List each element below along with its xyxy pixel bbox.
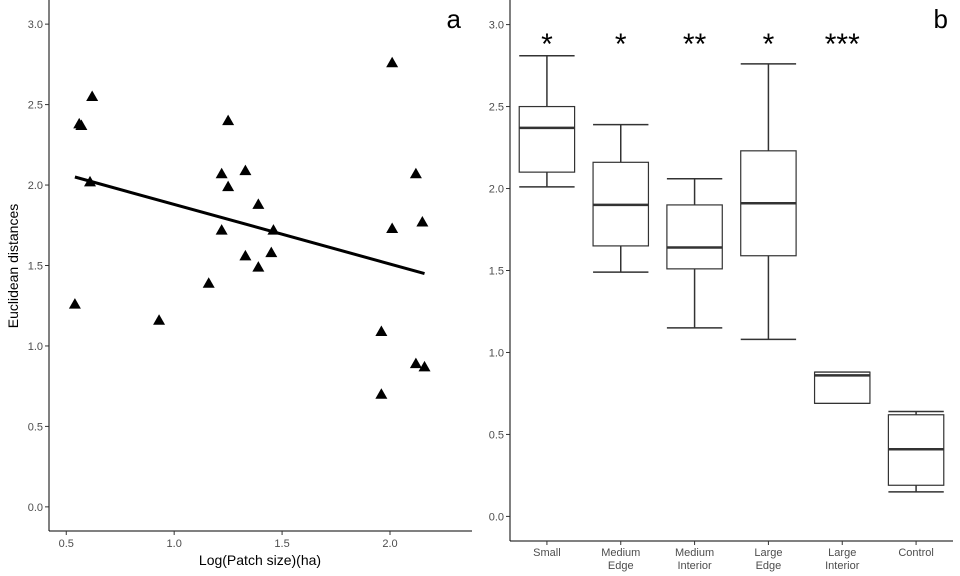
x-tick-label: 1.0: [167, 538, 182, 550]
box-3: [740, 63, 797, 341]
y-tick-label: 3.0: [489, 20, 504, 32]
significance-label: *: [541, 28, 553, 61]
data-point-triangle: [222, 114, 235, 126]
y-tick-label: 2.5: [28, 100, 43, 112]
data-point-triangle: [252, 198, 265, 209]
data-point-triangle: [386, 222, 399, 233]
data-point-triangle: [215, 167, 228, 179]
box-iqr: [813, 371, 871, 404]
box-1: [592, 123, 650, 273]
data-point-triangle: [416, 216, 429, 227]
data-point-triangle: [202, 277, 215, 288]
data-point-triangle: [375, 325, 388, 336]
data-point-triangle: [265, 246, 278, 258]
category-label: Interior: [677, 560, 712, 572]
category-label: Small: [533, 547, 561, 559]
y-tick-label: 3.0: [28, 19, 43, 31]
x-tick-label: 2.0: [382, 538, 397, 550]
x-tick-label: 0.5: [59, 538, 74, 550]
y-tick-label: 2.5: [489, 102, 504, 114]
category-label: Medium: [601, 547, 640, 559]
regression-line: [74, 175, 425, 275]
panel-label-a: a: [447, 4, 462, 34]
y-tick-label: 0.0: [28, 502, 43, 514]
data-point-triangle: [409, 167, 422, 179]
box-2: [666, 177, 723, 329]
y-tick-label: 0.5: [28, 421, 43, 433]
significance-label: ***: [825, 28, 860, 61]
y-tick-label: 0.0: [489, 511, 504, 523]
category-label: Interior: [825, 560, 860, 572]
category-label: Edge: [756, 560, 782, 572]
data-point-triangle: [75, 119, 88, 131]
significance-label: *: [763, 28, 775, 61]
y-axis-title: Euclidean distances: [5, 204, 21, 329]
y-tick-label: 1.5: [489, 266, 504, 278]
y-tick-label: 2.0: [489, 184, 504, 196]
box-0: [518, 54, 576, 188]
data-point-triangle: [68, 298, 81, 309]
x-axis-title: Log(Patch size)(ha): [199, 552, 321, 568]
data-point-triangle: [252, 261, 265, 272]
boxplot-panel: 0.00.51.01.52.02.53.0 Small MediumEdgeMed…: [489, 0, 953, 572]
box-iqr: [518, 105, 576, 173]
significance-label: **: [683, 28, 707, 61]
data-point-triangle: [409, 357, 422, 369]
y-tick-label: 1.5: [28, 261, 43, 273]
box-5: [887, 410, 945, 493]
data-point-triangle: [418, 360, 431, 372]
y-tick-label: 1.0: [28, 341, 43, 353]
data-point-triangle: [239, 249, 252, 261]
category-label: Large: [754, 547, 782, 559]
data-point-triangle: [222, 180, 235, 192]
category-label: Medium: [675, 547, 714, 559]
data-point-triangle: [239, 164, 252, 176]
data-point-triangle: [375, 388, 388, 399]
significance-label: *: [615, 28, 627, 61]
category-label: Control: [898, 547, 933, 559]
box-iqr: [666, 204, 723, 270]
data-point-triangle: [215, 224, 228, 235]
x-tick-label: 1.5: [274, 538, 289, 550]
y-tick-label: 1.0: [489, 347, 504, 359]
scatter-panel: 0.0 0.5 1.0 1.5 2.0 2.5 3.0 0.5 1.0 1.5 2.0 a Log…: [5, 0, 472, 568]
category-label: Large: [828, 547, 856, 559]
data-point-triangle: [86, 90, 99, 102]
y-tick-label: 2.0: [28, 180, 43, 192]
data-point-triangle: [153, 314, 166, 325]
y-tick-label: 0.5: [489, 429, 504, 441]
panel-label-b: b: [934, 4, 948, 34]
box-4: [813, 371, 871, 405]
data-point-triangle: [386, 56, 399, 68]
category-label: Edge: [608, 560, 634, 572]
